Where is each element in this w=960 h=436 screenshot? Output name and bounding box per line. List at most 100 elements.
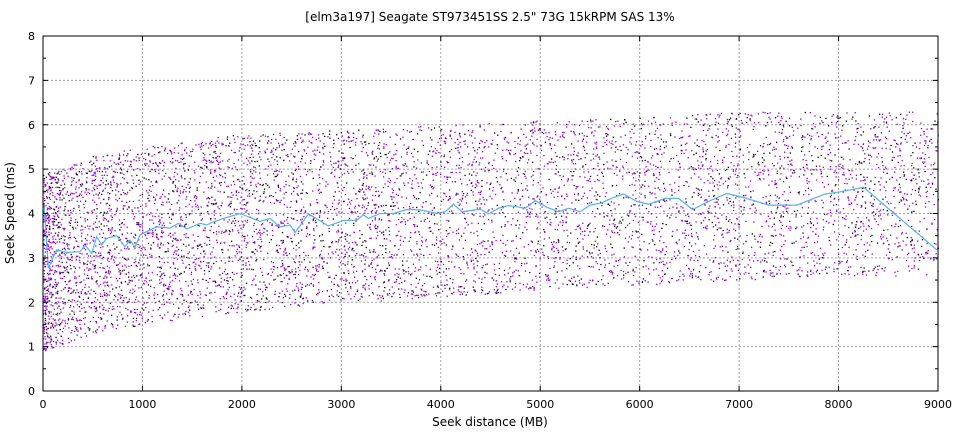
scatter-point: [337, 182, 338, 183]
scatter-point: [86, 240, 87, 241]
scatter-point: [464, 213, 465, 214]
scatter-point: [293, 219, 294, 220]
scatter-point: [772, 243, 773, 244]
scatter-point: [499, 268, 500, 269]
scatter-point: [493, 187, 494, 188]
scatter-point: [318, 174, 319, 175]
scatter-point: [637, 151, 638, 152]
scatter-point: [520, 238, 521, 239]
scatter-point: [282, 263, 283, 264]
scatter-point: [273, 196, 274, 197]
scatter-point: [816, 263, 817, 264]
scatter-point: [564, 185, 565, 186]
scatter-point: [334, 284, 335, 285]
scatter-point: [579, 268, 580, 269]
scatter-point: [162, 296, 163, 297]
scatter-point: [358, 300, 359, 301]
scatter-point: [353, 133, 354, 134]
scatter-point: [612, 247, 613, 248]
scatter-point: [87, 192, 88, 193]
scatter-point: [448, 233, 449, 234]
scatter-point: [547, 256, 548, 257]
scatter-point: [811, 223, 812, 224]
scatter-point: [158, 221, 159, 222]
scatter-point: [220, 243, 221, 244]
scatter-point: [274, 179, 275, 180]
scatter-point: [280, 274, 281, 275]
scatter-point: [861, 163, 862, 164]
scatter-point: [578, 193, 579, 194]
scatter-point: [180, 217, 181, 218]
scatter-point: [403, 207, 404, 208]
scatter-point: [55, 187, 56, 188]
scatter-point: [894, 207, 895, 208]
scatter-point: [699, 190, 700, 191]
scatter-point: [71, 167, 72, 168]
scatter-point: [345, 254, 346, 255]
scatter-point: [672, 147, 673, 148]
scatter-point: [119, 154, 120, 155]
scatter-point: [282, 302, 283, 303]
scatter-point: [79, 267, 80, 268]
scatter-point: [50, 342, 51, 343]
scatter-point: [779, 234, 780, 235]
scatter-point: [925, 203, 926, 204]
scatter-point: [89, 226, 90, 227]
scatter-point: [152, 232, 153, 233]
scatter-point: [666, 145, 667, 146]
scatter-point: [365, 289, 366, 290]
scatter-point: [593, 148, 594, 149]
scatter-point: [635, 180, 636, 181]
scatter-point: [45, 350, 46, 351]
scatter-point: [777, 196, 778, 197]
scatter-point: [377, 295, 378, 296]
scatter-point: [899, 202, 900, 203]
scatter-point: [162, 194, 163, 195]
scatter-point: [642, 124, 643, 125]
scatter-point: [473, 263, 474, 264]
scatter-point: [55, 322, 56, 323]
scatter-point: [900, 187, 901, 188]
scatter-point: [457, 150, 458, 151]
scatter-point: [51, 292, 52, 293]
scatter-point: [540, 201, 541, 202]
scatter-point: [253, 304, 254, 305]
scatter-point: [920, 257, 921, 258]
scatter-point: [327, 136, 328, 137]
scatter-point: [880, 214, 881, 215]
scatter-point: [710, 212, 711, 213]
scatter-point: [466, 262, 467, 263]
scatter-point: [48, 274, 49, 275]
scatter-point: [168, 251, 169, 252]
scatter-point: [54, 303, 55, 304]
scatter-point: [436, 243, 437, 244]
scatter-point: [917, 158, 918, 159]
scatter-point: [111, 256, 112, 257]
scatter-point: [313, 284, 314, 285]
scatter-point: [94, 237, 95, 238]
scatter-point: [863, 150, 864, 151]
scatter-point: [502, 212, 503, 213]
scatter-point: [286, 288, 287, 289]
scatter-point: [420, 192, 421, 193]
scatter-point: [320, 210, 321, 211]
scatter-point: [113, 308, 114, 309]
scatter-point: [676, 203, 677, 204]
scatter-point: [803, 236, 804, 237]
scatter-point: [78, 205, 79, 206]
scatter-point: [171, 294, 172, 295]
scatter-point: [210, 219, 211, 220]
scatter-point: [550, 219, 551, 220]
scatter-point: [564, 137, 565, 138]
scatter-point: [435, 148, 436, 149]
scatter-point: [532, 198, 533, 199]
scatter-point: [655, 197, 656, 198]
scatter-point: [439, 126, 440, 127]
scatter-point: [339, 292, 340, 293]
scatter-point: [866, 274, 867, 275]
scatter-point: [581, 278, 582, 279]
scatter-point: [61, 224, 62, 225]
scatter-point: [217, 206, 218, 207]
scatter-point: [876, 221, 877, 222]
scatter-point: [128, 272, 129, 273]
